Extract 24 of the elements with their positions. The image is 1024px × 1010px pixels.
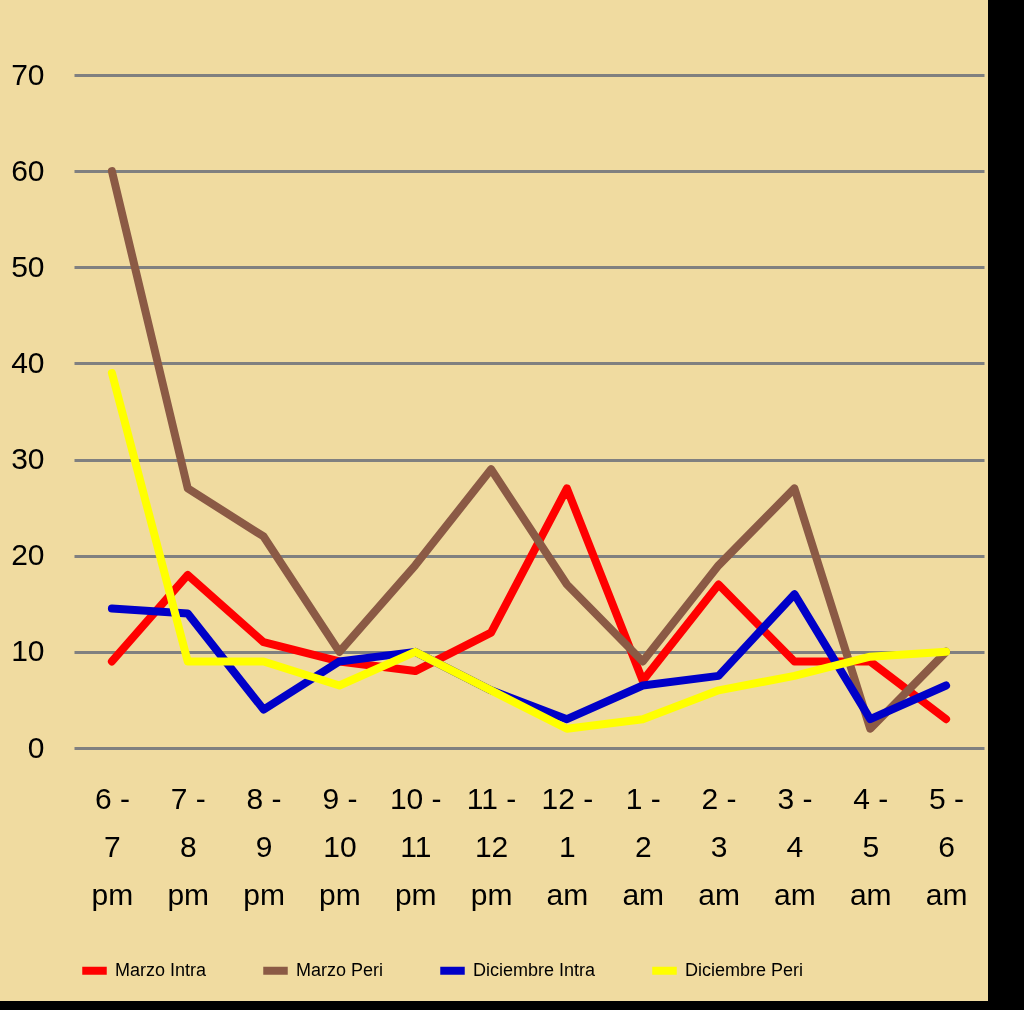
y-tick-label: 60 <box>11 153 45 187</box>
x-tick-label: 10 - 11 pm <box>389 781 442 911</box>
legend-label: Marzo Intra <box>115 959 208 980</box>
y-tick-label: 50 <box>11 249 45 283</box>
x-tick-label: 9 - 10 pm <box>319 781 361 911</box>
x-tick-label: 8 - 9 pm <box>243 781 285 911</box>
x-tick-label: 1 - 2 am <box>622 781 665 911</box>
x-tick-label: 7 - 8 pm <box>167 781 210 911</box>
x-tick-label: 11 - 12 pm <box>466 781 517 911</box>
y-tick-label: 0 <box>27 730 45 764</box>
x-tick-label: 12 - 1 am <box>541 781 594 911</box>
legend-label: Diciembre Intra <box>473 959 597 980</box>
y-tick-label: 40 <box>11 345 45 379</box>
legend-label: Marzo Peri <box>296 959 384 980</box>
x-tick-label: 4 - 5 am <box>849 781 892 911</box>
y-tick-label: 20 <box>11 538 45 572</box>
y-tick-label: 10 <box>11 634 45 668</box>
x-tick-label: 3 - 4 am <box>774 781 816 911</box>
x-tick-label: 2 - 3 am <box>698 781 740 911</box>
y-tick-label: 70 <box>11 57 45 91</box>
legend-label: Diciembre Peri <box>685 959 804 980</box>
x-tick-label: 5 - 6 am <box>925 781 968 911</box>
y-tick-label: 30 <box>11 442 45 476</box>
x-tick-label: 6 - 7 pm <box>91 781 134 911</box>
